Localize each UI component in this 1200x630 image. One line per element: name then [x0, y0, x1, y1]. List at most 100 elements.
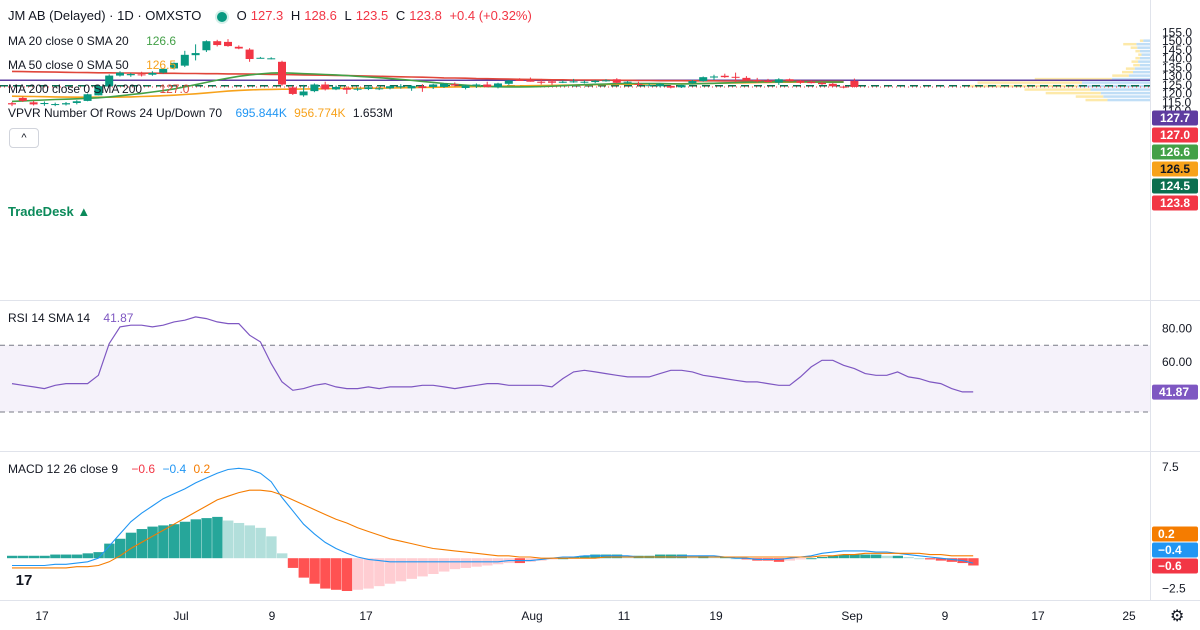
macd-histogram-bar: [417, 558, 428, 577]
macd-histogram-bar: [244, 525, 255, 559]
macd-histogram-bar: [136, 529, 147, 559]
time-tick-label: Jul: [173, 609, 188, 623]
candle-down: [612, 79, 621, 83]
macd-histogram-bar: [28, 555, 39, 559]
candle-down: [278, 61, 286, 85]
macd-histogram-bar: [277, 553, 288, 559]
volume-profile-up-bar: [1143, 39, 1150, 42]
macd-histogram-bar: [525, 558, 536, 562]
price-tick-label: 140.0: [1162, 52, 1192, 66]
volume-profile-up-bar: [1082, 81, 1150, 84]
volume-profile-up-bar: [1136, 42, 1150, 46]
candle-down: [839, 86, 848, 88]
candle-down: [18, 97, 27, 101]
candle-down: [342, 87, 351, 90]
ma50-legend[interactable]: MA 50 close 0 SMA 50 126.5: [8, 58, 180, 72]
macd-histogram-bar: [579, 555, 590, 559]
price-label-text: 127.0: [1160, 128, 1190, 142]
volume-profile-down-bar: [1123, 42, 1137, 46]
macd-histogram-bar: [665, 554, 677, 559]
price-label-text: 126.5: [1160, 162, 1190, 176]
vpvr-down: 956.774K: [294, 106, 346, 120]
candle-up: [472, 84, 481, 86]
market-status-icon: [214, 9, 229, 24]
price-tick-label: 120.0: [1162, 87, 1192, 101]
volume-profile-down-bar: [977, 81, 1082, 84]
candle-up: [83, 94, 92, 101]
volume-profile-down-bar: [1135, 49, 1140, 53]
time-tick-label: 9: [942, 609, 949, 623]
high-value: 128.6: [304, 8, 337, 23]
time-tick-label: 11: [618, 609, 631, 623]
time-tick-label: Sep: [841, 609, 863, 623]
rsi-band-fill: [0, 345, 1150, 412]
ma50-value: 126.5: [146, 58, 177, 72]
macd-histogram-bar: [320, 558, 331, 589]
candle-down: [818, 82, 826, 85]
macd-histogram-bar: [374, 558, 385, 587]
candle-down: [8, 103, 16, 105]
volume-profile-up-bar: [1139, 56, 1150, 60]
volume-profile-up-bar: [1141, 53, 1150, 56]
vpvr-legend[interactable]: VPVR Number Of Rows 24 Up/Down 70 695.84…: [8, 106, 397, 120]
ma20-legend[interactable]: MA 20 close 0 SMA 20 126.6: [8, 34, 180, 48]
ma200-label: MA 200 close 0 SMA 200: [8, 82, 143, 96]
macd-histogram-bar: [892, 555, 903, 559]
time-tick-label: 19: [709, 609, 723, 623]
macd-legend[interactable]: MACD 12 26 close 9 −0.6 −0.4 0.2: [8, 462, 214, 476]
volume-profile-down-bar: [1024, 88, 1091, 91]
volume-profile-up-bar: [1139, 49, 1150, 53]
volume-profile-up-bar: [1138, 60, 1150, 63]
time-tick-label: 17: [1031, 609, 1045, 623]
macd-histogram-bar: [169, 524, 180, 559]
macd-label-text: −0.4: [1158, 543, 1182, 557]
price-tick-label: 115.0: [1162, 95, 1191, 109]
tradingview-logo-icon[interactable]: 17: [15, 572, 33, 589]
candle-down: [796, 81, 805, 83]
high-label: H: [290, 8, 301, 23]
close-label: C: [395, 8, 406, 23]
candle-down: [828, 83, 837, 87]
macd-histogram-bar: [298, 558, 309, 578]
price-label-text: 124.5: [1160, 179, 1190, 193]
macd-histogram-bar: [611, 554, 623, 559]
volume-profile-down-bar: [1130, 46, 1138, 49]
macd-histogram-bar: [7, 555, 18, 559]
macd-histogram-bar: [925, 558, 936, 560]
time-tick-label: 17: [359, 609, 373, 623]
macd-signal-line: [12, 489, 974, 569]
macd-histogram-bar: [39, 555, 50, 559]
volume-profile-up-bar: [1134, 67, 1150, 70]
volume-profile-up-bar: [1128, 74, 1150, 77]
macd-tick-label: −2.5: [1162, 582, 1186, 596]
macd-value: −0.4: [162, 462, 187, 476]
macd-histogram-bar: [741, 558, 752, 560]
macd-histogram-bar: [881, 555, 893, 559]
volume-profile-down-bar: [1139, 39, 1144, 42]
candle-down: [720, 75, 729, 78]
candle-down: [483, 84, 492, 87]
macd-histogram-bar: [266, 536, 277, 559]
ma200-legend[interactable]: MA 200 close 0 SMA 200 127.0: [8, 82, 193, 96]
price-label-box: [1152, 178, 1198, 194]
volume-profile-up-bar: [1107, 98, 1150, 102]
candle-down: [731, 76, 740, 78]
macd-histogram-bar: [93, 552, 104, 559]
volume-profile-up-bar: [1139, 63, 1150, 67]
candle-up: [105, 75, 114, 87]
candle-up: [72, 101, 81, 104]
brand-label[interactable]: TradeDesk ▲: [8, 204, 91, 219]
candle-up: [688, 81, 697, 84]
settings-gear-icon[interactable]: ⚙: [1170, 608, 1185, 625]
volume-profile-up-bar: [1133, 70, 1150, 74]
candle-up: [677, 85, 686, 88]
candle-up: [310, 84, 319, 92]
collapse-legend-button[interactable]: ^: [9, 128, 39, 148]
candle-down: [537, 81, 546, 83]
macd-histogram-bar: [363, 558, 374, 589]
macd-histogram-bar: [601, 554, 612, 559]
rsi-legend[interactable]: RSI 14 SMA 14 41.87: [8, 311, 137, 325]
candle-down: [753, 79, 762, 82]
macd-histogram-bar: [158, 525, 169, 559]
